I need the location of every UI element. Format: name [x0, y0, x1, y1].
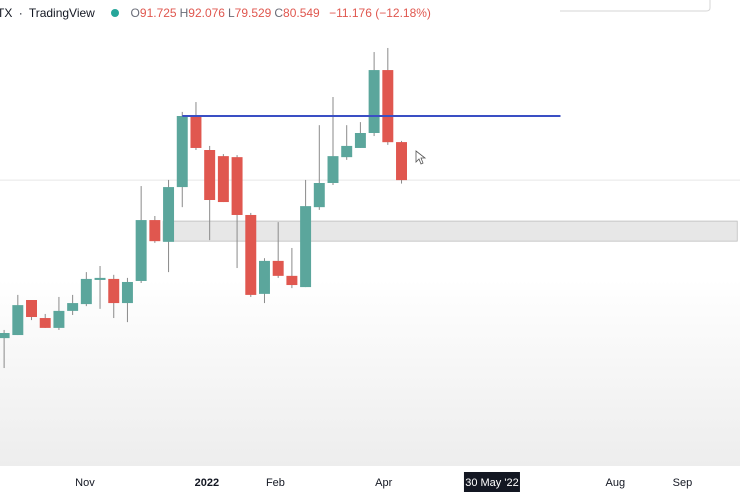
x-tick-label: Feb	[266, 477, 285, 489]
candle-body	[313, 182, 325, 208]
candle-body	[135, 220, 147, 281]
candle-body	[39, 318, 51, 328]
candle-body	[354, 132, 366, 148]
candle-body	[163, 187, 175, 242]
panel-edge	[560, 0, 711, 12]
source: TradingView	[28, 6, 95, 20]
ohlc-letter: C	[274, 6, 284, 20]
cursor	[415, 150, 427, 165]
candle-body	[80, 278, 92, 305]
candle-body	[259, 260, 270, 294]
candle-body	[368, 70, 380, 133]
candle-body	[149, 220, 161, 242]
candle-body	[396, 142, 407, 181]
candle-body	[286, 275, 298, 286]
ohlc-value: 79.529	[234, 6, 272, 20]
ohlc-letter: L	[227, 6, 235, 20]
candle-body	[382, 70, 394, 143]
ohlc-value: 92.076	[188, 6, 225, 20]
candle-body	[12, 305, 24, 336]
x-tick-label: Aug	[606, 477, 626, 489]
candle-body	[26, 300, 37, 318]
candle-body	[190, 115, 202, 148]
symbol: TX	[0, 6, 13, 20]
candle-body	[217, 156, 229, 203]
candle-body	[0, 333, 10, 339]
candle-body	[121, 281, 133, 304]
candle-body	[272, 260, 284, 276]
candle-body	[94, 277, 106, 280]
x-tick-label: Sep	[673, 477, 693, 489]
ohlc: O91.725 H92.076 L79.529 C80.549	[131, 6, 323, 20]
candle-body	[300, 206, 312, 288]
x-tick-label: 2022	[195, 477, 219, 489]
crosshair-label: 30 May '22	[465, 477, 518, 489]
ohlc-letter: O	[130, 6, 140, 20]
candle-body	[341, 145, 353, 158]
candle-body	[327, 156, 339, 183]
ohlc-value: 80.549	[283, 6, 320, 20]
candle-body	[245, 214, 257, 295]
legend-header: TX · TradingView O91.725 H92.076 L79.529 C8…	[0, 6, 434, 20]
candle-body	[176, 115, 188, 188]
crosshair-label-bg	[463, 472, 520, 492]
status-dot	[111, 9, 120, 17]
ohlc-value: 91.725	[139, 6, 177, 20]
x-tick-label: Apr	[375, 477, 392, 489]
candle-body	[204, 150, 216, 201]
separator: ·	[18, 6, 23, 20]
change: −11.176 (−12.18%)	[329, 6, 431, 20]
time-axis	[0, 466, 740, 492]
candle-body	[67, 303, 79, 311]
ohlc-letter: H	[179, 6, 189, 20]
candle-body	[108, 278, 120, 304]
x-tick-label: Nov	[75, 477, 95, 489]
candle-body	[53, 310, 65, 328]
candle-body	[231, 157, 243, 215]
